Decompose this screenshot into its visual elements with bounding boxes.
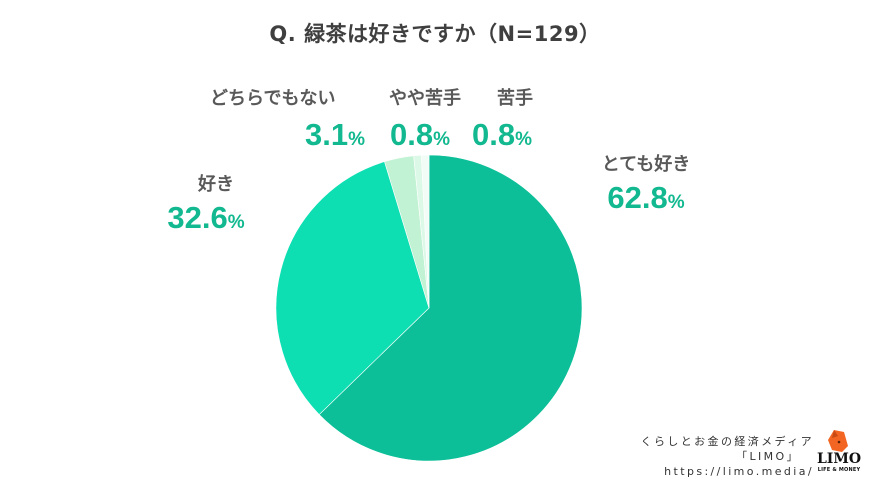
value-somewhat-dislike: 0.8% <box>390 117 451 152</box>
category-label: 苦手 <box>497 88 533 109</box>
footer-brand: 「LIMO」 <box>736 450 800 463</box>
value-label: 62.8% <box>607 180 685 215</box>
footer-url[interactable]: https://limo.media/ <box>664 465 814 478</box>
label-like: 好き 32.6% <box>156 170 256 233</box>
pie-slice <box>421 154 430 309</box>
category-label: どちらでもない <box>210 88 336 109</box>
logo-subtext: LIFE & MONEY <box>817 467 861 473</box>
footer-tagline: くらしとお金の経済メディア <box>640 435 814 448</box>
logo-text: LIMO <box>816 451 862 467</box>
category-label: 好き <box>198 174 234 195</box>
value-dislike: 0.8% <box>472 117 533 152</box>
footer-credit: くらしとお金の経済メディア 「LIMO」 https://limo.media/ <box>641 434 814 479</box>
pie-slice <box>318 154 583 462</box>
category-label: とても好き <box>601 154 691 175</box>
value-label: 32.6% <box>167 200 245 235</box>
pie-slice <box>275 161 430 415</box>
chart-title: Q. 緑茶は好きですか（N=129） <box>269 22 601 46</box>
label-somewhat-dislike: やや苦手 <box>380 84 470 110</box>
label-dislike: 苦手 <box>490 84 540 110</box>
limo-fox-logo-icon <box>828 430 848 452</box>
label-very-like: とても好き 62.8% <box>590 150 702 213</box>
value-neutral: 3.1% <box>305 117 366 152</box>
label-neutral: どちらでもない <box>210 84 350 110</box>
category-label: やや苦手 <box>389 88 461 109</box>
